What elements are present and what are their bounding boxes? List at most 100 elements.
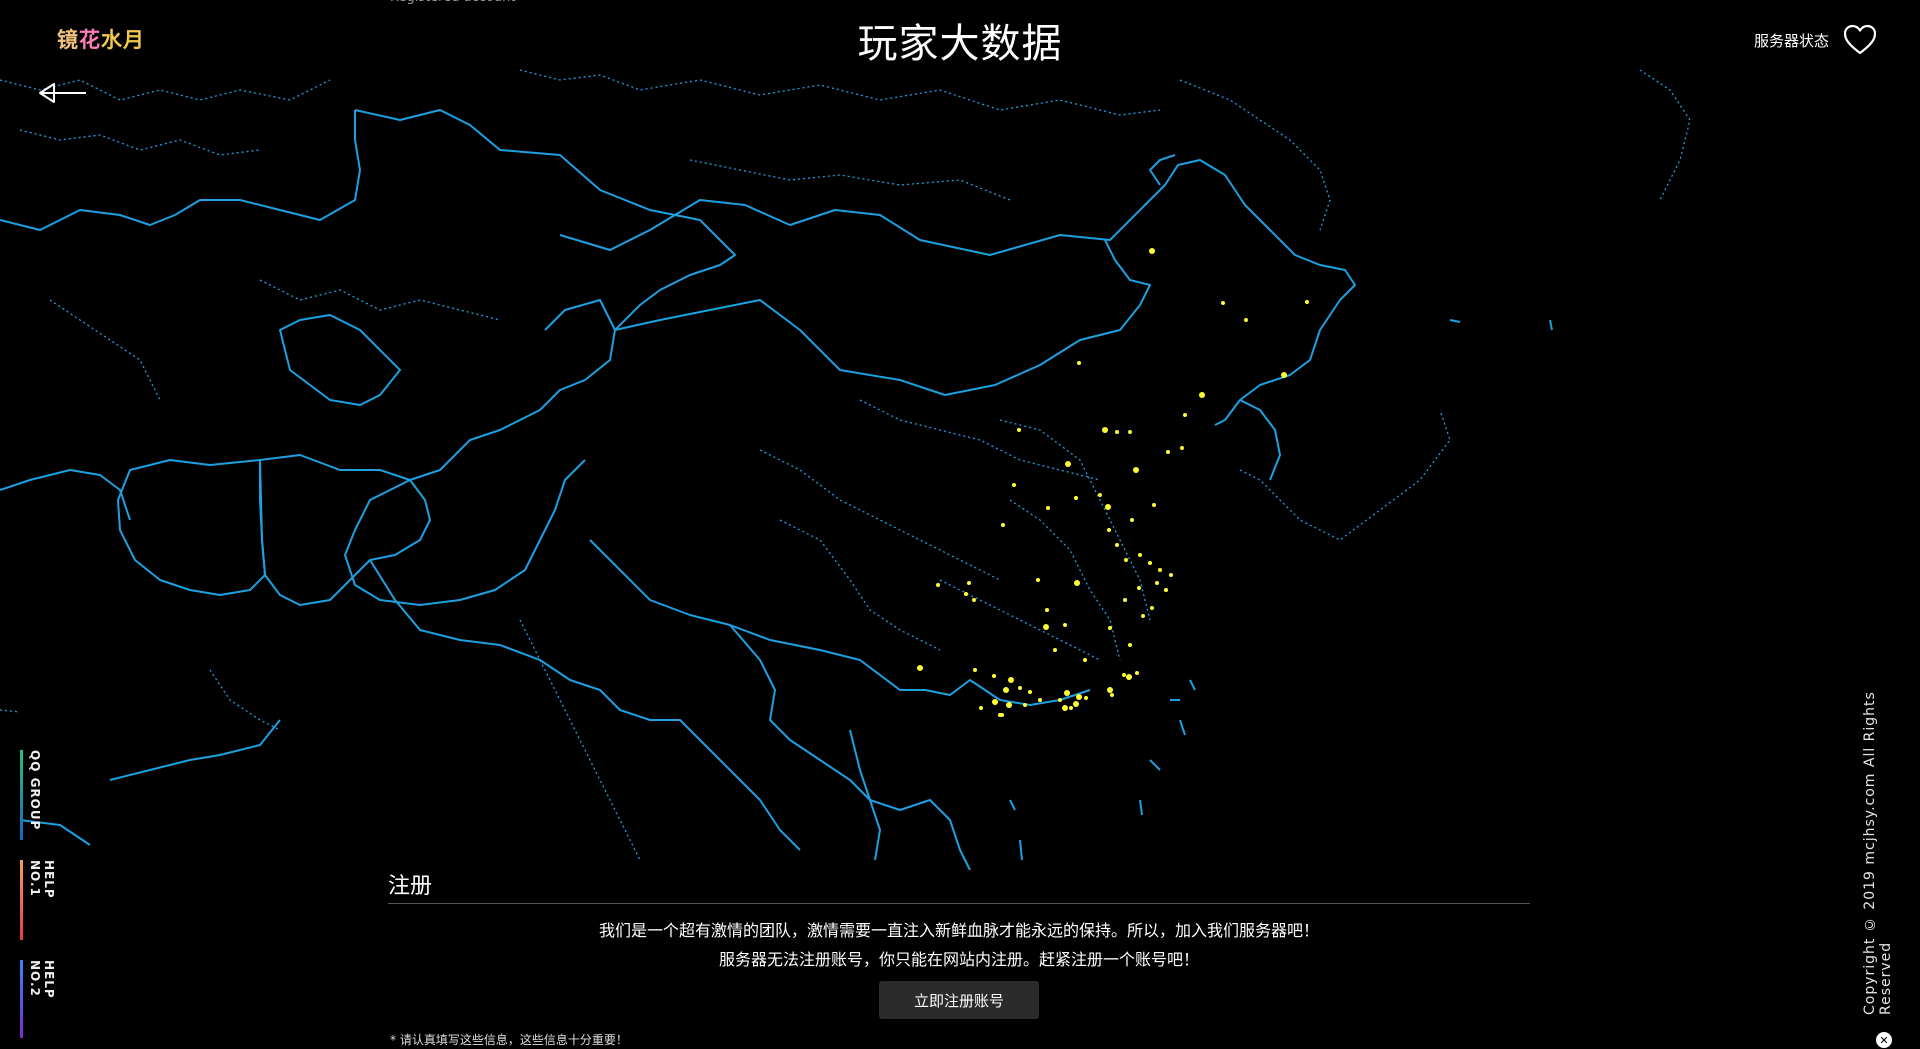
player-dot bbox=[1077, 361, 1081, 365]
player-dot bbox=[1058, 698, 1062, 702]
player-dot bbox=[1038, 698, 1042, 702]
sidebar-tab-label: HELP NO.2 bbox=[28, 960, 56, 999]
player-dot bbox=[1108, 626, 1112, 630]
player-dot bbox=[973, 668, 977, 672]
border-pakistan-india bbox=[369, 559, 801, 851]
province-line bbox=[1009, 499, 1121, 661]
player-dot bbox=[1012, 483, 1016, 487]
player-dot bbox=[1102, 427, 1108, 433]
sidebar-tab-help-2[interactable]: HELP NO.2 bbox=[20, 960, 56, 1038]
sidebar-tab-label: QQ GROUP bbox=[28, 750, 42, 831]
player-dot bbox=[1018, 686, 1022, 690]
player-dot bbox=[1199, 392, 1205, 398]
sidebar-tab-label: HELP NO.1 bbox=[28, 860, 56, 899]
player-dot bbox=[1281, 372, 1287, 378]
player-dot bbox=[1155, 581, 1159, 585]
player-dot bbox=[1135, 671, 1139, 675]
player-dot bbox=[1063, 623, 1067, 627]
server-status-link[interactable]: 服务器状态 bbox=[1754, 32, 1830, 50]
player-dot bbox=[1036, 578, 1040, 582]
heart-icon[interactable] bbox=[1842, 22, 1878, 62]
logo-part-2: 花 bbox=[79, 28, 101, 52]
province-line bbox=[999, 419, 1151, 621]
page-title: 玩家大数据 bbox=[857, 21, 1063, 67]
player-dot bbox=[992, 699, 998, 705]
player-dot bbox=[1043, 624, 1049, 630]
province-line bbox=[759, 449, 1001, 581]
province-line bbox=[209, 669, 281, 731]
player-dot bbox=[936, 583, 940, 587]
player-dot bbox=[1244, 318, 1248, 322]
player-dot bbox=[1107, 687, 1113, 693]
province-line bbox=[519, 619, 641, 861]
copyright-text: Copyright © 2019 mcjhsy.com All Rights R… bbox=[1862, 691, 1894, 1015]
province-line bbox=[1639, 69, 1691, 201]
player-dot bbox=[1126, 674, 1132, 680]
player-dot bbox=[1046, 506, 1050, 510]
sidebar-tab-qq-group[interactable]: QQ GROUP bbox=[20, 750, 49, 840]
province-line bbox=[49, 299, 161, 401]
player-dot bbox=[1073, 701, 1079, 707]
register-note: * 请认真填写这些信息，这些信息十分重要！ bbox=[390, 1033, 628, 1047]
player-dot bbox=[1152, 503, 1156, 507]
border-afghan bbox=[259, 454, 431, 606]
player-dot bbox=[1128, 430, 1132, 434]
player-dot bbox=[1138, 553, 1142, 557]
close-icon[interactable]: ✕ bbox=[1876, 1032, 1892, 1048]
player-dot bbox=[1137, 586, 1141, 590]
province-line bbox=[859, 399, 1101, 481]
player-dot bbox=[1074, 580, 1080, 586]
border-china-west bbox=[344, 299, 616, 606]
player-dot bbox=[967, 581, 971, 585]
border-southwest bbox=[109, 719, 281, 781]
border-sea-south bbox=[1009, 679, 1196, 861]
player-dot bbox=[1001, 523, 1005, 527]
border-china-south bbox=[589, 539, 1091, 706]
province-line bbox=[259, 279, 501, 321]
player-dot bbox=[1064, 690, 1070, 696]
site-logo[interactable]: 镜花水月 bbox=[57, 24, 145, 54]
player-dot bbox=[1164, 588, 1168, 592]
player-dot bbox=[1141, 614, 1145, 618]
player-dot bbox=[1124, 558, 1128, 562]
player-dot bbox=[972, 598, 976, 602]
player-dot bbox=[992, 674, 996, 678]
province-line bbox=[0, 709, 21, 713]
player-dot bbox=[1305, 300, 1309, 304]
border-india-east bbox=[729, 624, 881, 861]
player-dot bbox=[1008, 677, 1014, 683]
player-dot bbox=[1074, 496, 1078, 500]
player-dot bbox=[1098, 493, 1102, 497]
border-russia-far bbox=[1149, 154, 1176, 186]
registered-account-text: Registered account bbox=[390, 0, 515, 5]
player-dot bbox=[1062, 705, 1068, 711]
register-description: 我们是一个超有激情的团队，激情需要一直注入新鲜血脉才能永远的保持。所以，加入我们… bbox=[388, 916, 1530, 974]
province-line bbox=[519, 69, 1161, 116]
register-title: 注册 bbox=[388, 868, 1530, 904]
player-dot bbox=[1045, 608, 1049, 612]
sidebar-tab-help-1[interactable]: HELP NO.1 bbox=[20, 860, 56, 940]
player-dot bbox=[1180, 446, 1184, 450]
logo-part-3: 水月 bbox=[101, 28, 145, 52]
player-dot bbox=[1128, 643, 1132, 647]
register-desc-line-1: 我们是一个超有激情的团队，激情需要一直注入新鲜血脉才能永远的保持。所以，加入我们… bbox=[598, 921, 1319, 940]
player-dot bbox=[1183, 413, 1187, 417]
player-dot bbox=[1148, 561, 1152, 565]
register-desc-line-2: 服务器无法注册账号，你只能在网站内注册。赶紧注册一个账号吧！ bbox=[718, 950, 1199, 969]
province-line bbox=[779, 519, 941, 651]
border-mongolia-north bbox=[559, 159, 1356, 426]
player-dot bbox=[1105, 504, 1111, 510]
player-dot bbox=[998, 713, 1002, 717]
player-dot bbox=[1028, 690, 1032, 694]
border-caspian bbox=[279, 314, 401, 406]
register-section: 注册 我们是一个超有激情的团队，激情需要一直注入新鲜血脉才能永远的保持。所以，加… bbox=[388, 868, 1530, 1019]
player-dot bbox=[1221, 301, 1225, 305]
player-dot bbox=[1076, 694, 1082, 700]
player-dot bbox=[1150, 606, 1154, 610]
register-now-button[interactable]: 立即注册账号 bbox=[879, 981, 1039, 1019]
player-dot bbox=[1166, 450, 1170, 454]
player-dot bbox=[1169, 573, 1173, 577]
back-arrow-icon[interactable] bbox=[38, 80, 88, 110]
player-dot bbox=[1110, 693, 1114, 697]
